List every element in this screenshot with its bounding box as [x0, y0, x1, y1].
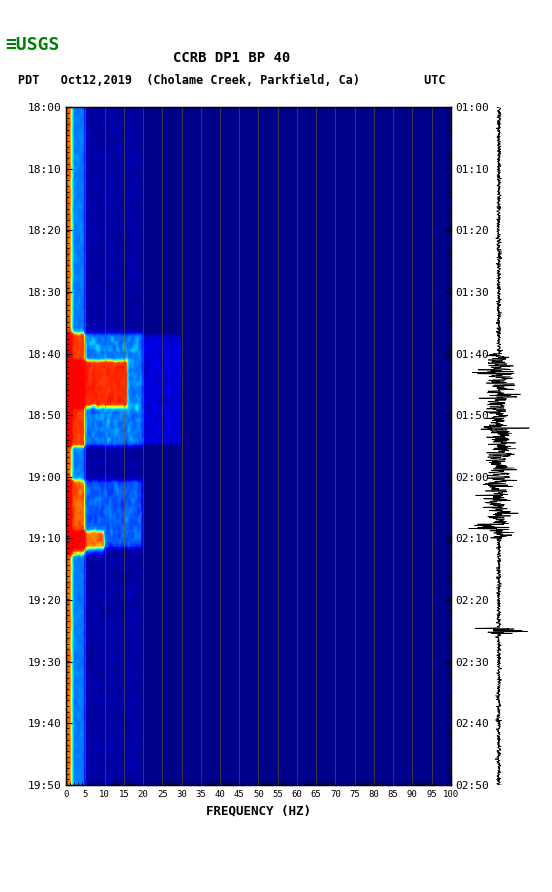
Text: CCRB DP1 BP 40: CCRB DP1 BP 40 — [173, 51, 290, 65]
Text: PDT   Oct12,2019  (Cholame Creek, Parkfield, Ca)         UTC: PDT Oct12,2019 (Cholame Creek, Parkfield… — [18, 74, 445, 87]
X-axis label: FREQUENCY (HZ): FREQUENCY (HZ) — [206, 805, 311, 817]
Text: ≡USGS: ≡USGS — [6, 36, 60, 54]
